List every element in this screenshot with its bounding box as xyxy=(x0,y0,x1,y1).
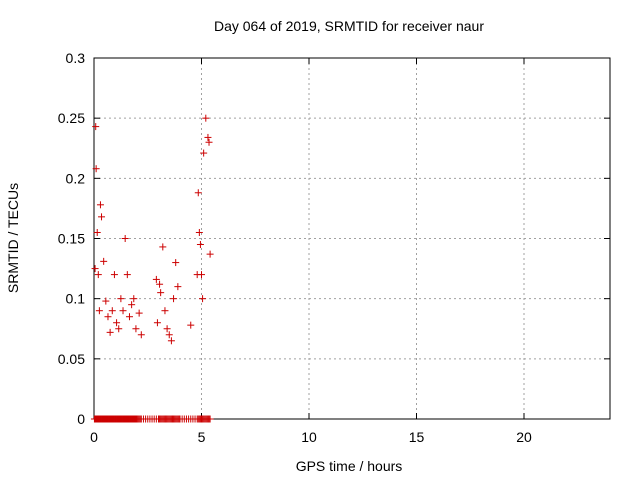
data-point xyxy=(156,280,164,288)
data-point xyxy=(91,265,99,273)
data-point xyxy=(165,331,173,339)
data-point xyxy=(159,243,167,251)
data-point xyxy=(152,275,160,283)
data-point xyxy=(110,271,118,279)
data-point xyxy=(123,271,131,279)
data-point xyxy=(206,250,214,258)
data-point xyxy=(200,149,208,157)
data-point xyxy=(167,337,175,345)
y-tick-label: 0.25 xyxy=(58,110,85,126)
data-point xyxy=(137,331,145,339)
data-point xyxy=(106,328,114,336)
tick-layer xyxy=(93,57,610,420)
data-point xyxy=(161,307,169,315)
data-point xyxy=(113,319,121,327)
data-point xyxy=(195,228,203,236)
y-tick-label: 0.2 xyxy=(66,170,86,186)
data-point xyxy=(128,301,136,309)
data-point xyxy=(153,319,161,327)
data-point xyxy=(125,313,133,321)
x-tick-label: 15 xyxy=(409,429,425,445)
data-point xyxy=(98,213,106,221)
data-point xyxy=(119,307,127,315)
data-point xyxy=(96,201,104,209)
mark-layer xyxy=(90,114,214,423)
data-point xyxy=(95,307,103,315)
data-point xyxy=(204,133,212,141)
y-tick-label: 0.3 xyxy=(66,50,86,66)
data-point xyxy=(196,241,204,249)
data-point xyxy=(174,283,182,291)
data-point xyxy=(117,295,125,303)
data-point xyxy=(102,297,110,305)
y-tick-label: 0.15 xyxy=(58,231,85,247)
data-point xyxy=(104,313,112,321)
data-point xyxy=(194,189,202,197)
x-axis-label: GPS time / hours xyxy=(296,458,403,474)
data-point xyxy=(130,295,138,303)
data-point xyxy=(121,235,129,242)
data-point xyxy=(199,295,207,303)
data-point xyxy=(170,295,178,303)
y-tick-label: 0.05 xyxy=(58,351,85,367)
plot-frame xyxy=(93,57,611,420)
x-tick-label: 10 xyxy=(301,429,317,445)
data-point xyxy=(100,257,108,265)
data-point xyxy=(108,307,116,315)
x-tick-label: 0 xyxy=(90,429,98,445)
y-tick-label: 0 xyxy=(77,411,85,427)
x-tick-label: 5 xyxy=(198,429,206,445)
data-point xyxy=(93,228,101,236)
grid-layer xyxy=(94,58,610,419)
data-point xyxy=(202,114,210,122)
data-point xyxy=(92,123,100,131)
data-point xyxy=(92,165,100,173)
data-point xyxy=(135,309,143,317)
data-point xyxy=(115,325,123,333)
data-point xyxy=(206,415,214,423)
chart-title: Day 064 of 2019, SRMTID for receiver nau… xyxy=(214,18,484,34)
label-layer: 0 0.05 0.1 0.15 0.2 0.25 0.3 0 5 10 15 20 xyxy=(58,50,532,445)
data-point xyxy=(172,259,180,267)
data-point xyxy=(205,138,213,146)
x-tick-label: 20 xyxy=(516,429,532,445)
data-point xyxy=(187,321,195,329)
data-point xyxy=(94,271,102,279)
data-point xyxy=(163,325,171,333)
data-point xyxy=(157,289,165,297)
data-point xyxy=(198,271,205,279)
y-axis-label: SRMTID / TECUs xyxy=(5,183,21,293)
data-point xyxy=(132,325,140,333)
y-tick-label: 0.1 xyxy=(66,291,86,307)
